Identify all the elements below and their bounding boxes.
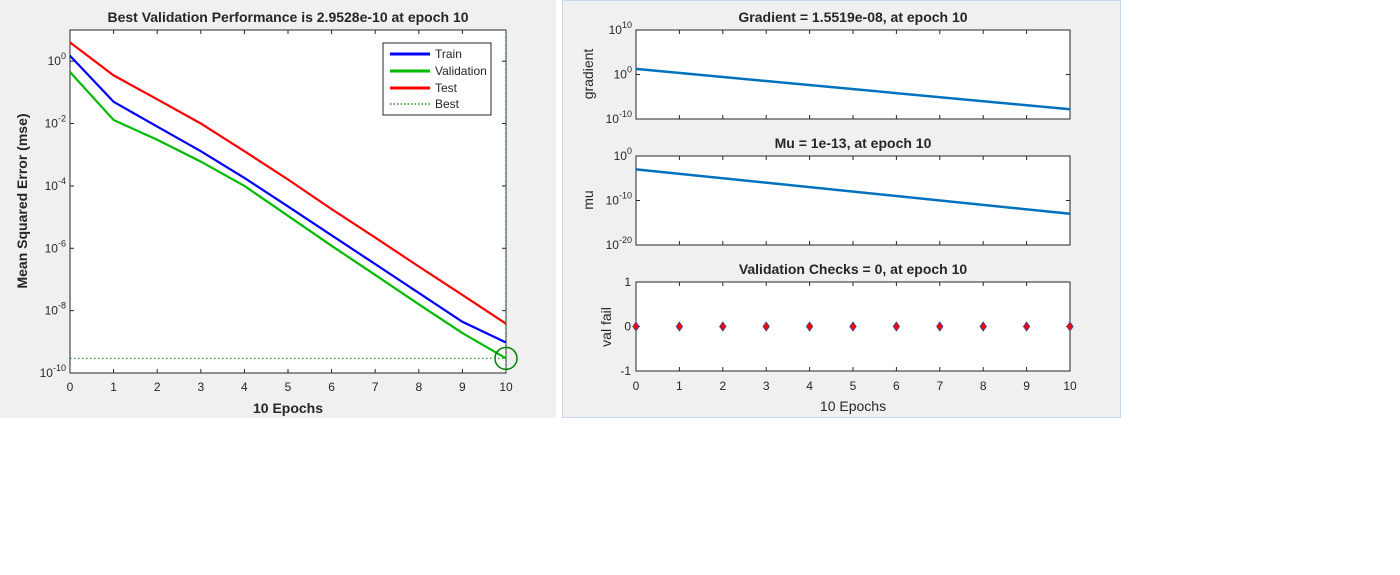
performance-chart: Best Validation Performance is 2.9528e-1… xyxy=(14,9,518,416)
gradient-y-tick-label: 100 xyxy=(614,65,632,82)
val-checks-x-tick-label: 2 xyxy=(719,379,726,393)
mu-title: Mu = 1e-13, at epoch 10 xyxy=(775,135,932,151)
gradient-ylabel: gradient xyxy=(580,49,596,100)
performance-y-tick-label: 10-2 xyxy=(45,114,66,131)
performance-x-tick-label: 9 xyxy=(459,380,466,394)
val-checks-title: Validation Checks = 0, at epoch 10 xyxy=(739,261,968,277)
val-checks-y-tick-label: 1 xyxy=(624,275,631,289)
val-fail-point xyxy=(849,321,857,332)
val-fail-point xyxy=(936,321,944,332)
performance-x-tick-label: 7 xyxy=(372,380,379,394)
val-checks-x-tick-label: 5 xyxy=(850,379,857,393)
performance-x-tick-label: 6 xyxy=(328,380,335,394)
mu-y-tick-label: 10-10 xyxy=(606,191,632,208)
best-point-circle xyxy=(494,346,518,371)
legend-validation-label: Validation xyxy=(435,64,487,78)
val-fail-point xyxy=(805,321,814,332)
val-fail-point xyxy=(1066,321,1074,332)
performance-plot-panel: Best Validation Performance is 2.9528e-1… xyxy=(0,0,556,418)
performance-x-tick-label: 1 xyxy=(110,380,117,394)
performance-xlabel: 10 Epochs xyxy=(253,400,323,416)
val-fail-point xyxy=(632,321,640,332)
val-checks-x-tick-label: 3 xyxy=(763,379,770,393)
mu-y-tick-label: 10-20 xyxy=(606,235,632,252)
legend-best-label: Best xyxy=(435,97,460,111)
performance-x-tick-label: 4 xyxy=(241,380,248,394)
val-checks-xlabel: 10 Epochs xyxy=(820,398,886,414)
train-line xyxy=(69,54,507,344)
performance-x-tick-label: 5 xyxy=(285,380,292,394)
val-checks-y-tick-label: -1 xyxy=(620,364,631,378)
performance-ylabel: Mean Squared Error (mse) xyxy=(14,113,30,288)
val-checks-x-tick-label: 4 xyxy=(806,379,813,393)
val-checks-x-tick-label: 0 xyxy=(633,379,640,393)
gradient-line xyxy=(635,67,1071,111)
mu-axes xyxy=(635,155,1071,246)
performance-y-tick-label: 10-8 xyxy=(45,301,66,318)
performance-y-tick-label: 10-10 xyxy=(40,363,66,380)
performance-x-tick-label: 3 xyxy=(197,380,204,394)
val-checks-x-tick-label: 7 xyxy=(936,379,943,393)
gradient-y-tick-label: 1010 xyxy=(609,20,632,37)
val-checks-ylabel: val fail xyxy=(598,307,614,347)
performance-title: Best Validation Performance is 2.9528e-1… xyxy=(107,9,468,25)
mu-line xyxy=(635,168,1071,216)
test-line xyxy=(69,41,507,325)
val-checks-x-tick-label: 8 xyxy=(980,379,987,393)
performance-x-tick-label: 0 xyxy=(67,380,74,394)
val-checks-x-tick-label: 1 xyxy=(676,379,683,393)
val-checks-x-tick-label: 9 xyxy=(1023,379,1030,393)
gradient-y-tick-label: 10-10 xyxy=(606,109,632,126)
val-fail-point xyxy=(719,321,727,332)
val-fail-point xyxy=(979,321,987,332)
training-state-charts: Gradient = 1.5519e-08, at epoch 10 gradi… xyxy=(580,9,1077,414)
performance-y-tick-label: 100 xyxy=(48,51,66,68)
mu-y-tick-label: 100 xyxy=(614,146,632,163)
training-state-panel: Gradient = 1.5519e-08, at epoch 10 gradi… xyxy=(562,0,1121,418)
performance-x-tick-label: 10 xyxy=(499,380,513,394)
val-fail-point xyxy=(892,321,901,332)
performance-x-tick-label: 2 xyxy=(154,380,161,394)
validation-line xyxy=(69,71,507,360)
val-fail-point xyxy=(1022,321,1031,332)
performance-legend: Train Validation Test Best xyxy=(382,42,492,116)
val-checks-x-tick-label: 6 xyxy=(893,379,900,393)
mu-ylabel: mu xyxy=(580,190,596,209)
performance-y-tick-label: 10-4 xyxy=(45,176,66,193)
val-checks-x-tick-label: 10 xyxy=(1063,379,1077,393)
val-fail-point xyxy=(762,321,770,332)
val-fail-point xyxy=(675,321,684,332)
legend-train-label: Train xyxy=(435,47,462,61)
performance-x-tick-label: 8 xyxy=(415,380,422,394)
val-checks-y-tick-label: 0 xyxy=(624,320,631,334)
performance-y-tick-label: 10-6 xyxy=(45,238,66,255)
legend-test-label: Test xyxy=(435,81,458,95)
gradient-title: Gradient = 1.5519e-08, at epoch 10 xyxy=(738,9,967,25)
